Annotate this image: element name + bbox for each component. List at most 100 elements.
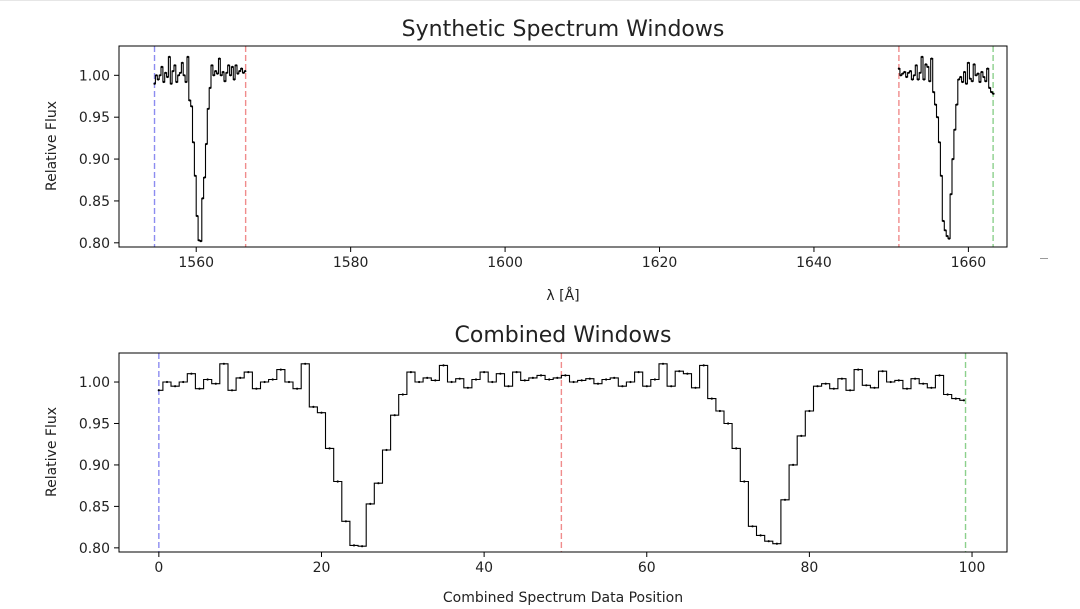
data-point xyxy=(694,386,697,389)
data-point xyxy=(572,380,575,384)
data-point xyxy=(936,116,939,119)
data-point xyxy=(442,364,445,367)
data-point xyxy=(214,70,217,73)
data-point xyxy=(903,70,906,74)
data-point xyxy=(174,385,177,388)
data-point xyxy=(613,376,616,379)
data-point xyxy=(201,197,204,200)
data-point xyxy=(915,64,918,67)
data-point xyxy=(930,386,933,389)
data-point xyxy=(934,103,937,106)
data-point xyxy=(992,92,995,95)
data-point xyxy=(210,64,214,67)
data-point xyxy=(199,240,202,243)
data-point xyxy=(678,370,681,373)
data-point xyxy=(182,380,185,384)
data-point xyxy=(242,71,245,74)
data-point xyxy=(824,382,827,385)
data-point xyxy=(240,67,243,70)
data-point xyxy=(418,380,421,384)
data-point xyxy=(965,82,968,85)
data-point xyxy=(955,103,958,106)
data-point xyxy=(409,371,412,374)
chart2-axes-frame xyxy=(118,352,1008,553)
data-point xyxy=(523,379,526,382)
data-point xyxy=(361,545,364,548)
x-tick-label: 1640 xyxy=(796,255,832,271)
chart-combined-windows: Combined Windows Combined Spectrum Data … xyxy=(44,323,1008,606)
data-point xyxy=(203,176,206,179)
data-point xyxy=(621,385,624,388)
data-point xyxy=(507,385,510,388)
data-point xyxy=(881,370,884,373)
chart1-axes-frame xyxy=(118,45,1008,248)
data-point xyxy=(164,71,167,74)
data-point xyxy=(957,78,960,81)
data-point xyxy=(207,107,210,110)
data-point xyxy=(212,74,215,77)
data-point xyxy=(483,371,486,374)
data-point xyxy=(971,80,974,83)
spectrum-line-0-0 xyxy=(154,56,246,242)
data-point xyxy=(653,378,657,381)
spectrum-line-0-0 xyxy=(158,363,964,547)
data-point xyxy=(173,64,176,67)
data-point xyxy=(227,64,230,67)
data-point xyxy=(287,380,291,384)
data-point xyxy=(990,91,993,94)
data-point xyxy=(905,75,908,79)
window-top-border xyxy=(0,0,1080,1)
y-tick-label: 1.00 xyxy=(79,375,110,391)
data-point xyxy=(596,382,600,385)
data-point xyxy=(865,384,868,387)
data-point xyxy=(944,229,947,232)
y-tick-label: 0.80 xyxy=(79,541,110,557)
x-tick-label: 100 xyxy=(959,560,986,576)
data-point xyxy=(177,74,180,77)
data-point xyxy=(986,67,989,70)
x-tick-label: 0 xyxy=(154,560,163,576)
data-point xyxy=(197,239,201,242)
data-point xyxy=(897,379,900,382)
data-point xyxy=(229,74,232,77)
data-point xyxy=(239,376,242,379)
y-tick-label: 0.85 xyxy=(79,194,110,210)
data-point xyxy=(645,385,648,388)
data-point xyxy=(184,80,188,84)
y-tick-label: 0.95 xyxy=(79,416,110,432)
data-point xyxy=(976,72,980,75)
data-point xyxy=(186,55,189,59)
data-point xyxy=(279,368,282,371)
data-point xyxy=(190,105,193,108)
data-point xyxy=(909,70,912,73)
data-point xyxy=(949,193,953,196)
data-point xyxy=(946,235,949,238)
data-point xyxy=(369,502,372,505)
data-point xyxy=(924,63,928,66)
data-point xyxy=(304,362,307,365)
data-point xyxy=(905,387,909,390)
data-point xyxy=(222,70,225,74)
data-point xyxy=(556,376,559,379)
data-point xyxy=(539,374,543,377)
data-point xyxy=(222,362,225,365)
data-point xyxy=(588,377,591,380)
data-point xyxy=(767,540,770,543)
data-point xyxy=(168,55,171,59)
data-point xyxy=(727,422,730,425)
data-point xyxy=(702,364,705,367)
chart-title: Combined Windows xyxy=(455,323,672,348)
data-point xyxy=(235,64,238,67)
data-point xyxy=(984,80,987,83)
data-point xyxy=(196,214,199,218)
y-tick-label: 0.90 xyxy=(79,152,110,168)
data-point xyxy=(967,61,970,64)
data-point xyxy=(897,67,901,70)
data-point xyxy=(605,378,608,381)
data-point xyxy=(153,82,156,85)
data-point xyxy=(157,78,160,81)
data-point xyxy=(735,447,738,450)
data-point xyxy=(800,434,803,437)
data-point xyxy=(263,380,266,384)
x-tick-label: 40 xyxy=(475,560,493,576)
